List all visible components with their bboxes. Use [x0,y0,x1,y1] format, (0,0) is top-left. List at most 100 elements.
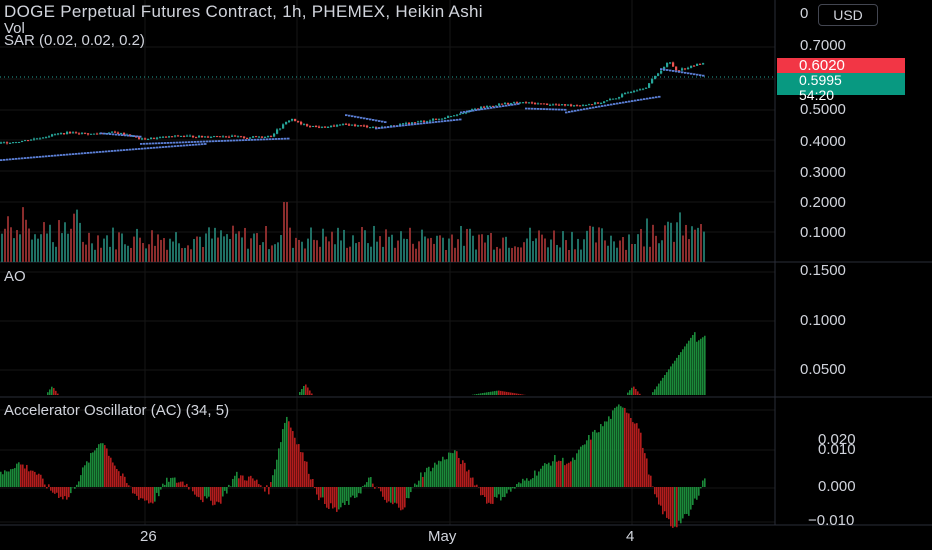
candle-body [3,142,6,144]
sar-dot [631,100,634,102]
volume-bar [520,247,522,262]
sar-dot [147,147,150,150]
chart-title[interactable]: DOGE Perpetual Futures Contract, 1h, PHE… [4,2,483,21]
ac-bar [242,475,244,487]
candle-body [285,121,288,125]
candle-body [225,136,228,138]
sar-dot [257,138,260,141]
sar-dot [75,152,78,155]
ac-bar [508,487,510,490]
volume-bar [643,246,645,262]
sar-dot [649,97,652,100]
ao-legend[interactable]: AO [4,268,26,285]
ac-legend[interactable]: Accelerator Oscillator (AC) (34, 5) [4,402,230,419]
sar-dot [66,153,69,156]
ac-bar [62,487,64,500]
ac-bar [460,464,462,487]
ao-bar [700,338,702,395]
candle-body [237,136,240,138]
candle-body [306,124,309,126]
sar-dot [543,108,546,110]
ao-bar [654,389,656,395]
candle-body [222,136,225,138]
sar-dot [360,116,363,119]
ac-bar [452,453,454,487]
ac-bar [326,487,328,508]
volume-bar [184,247,186,262]
volume-bar [469,228,471,262]
volume-bar [442,237,444,262]
candle-body [159,137,162,139]
sar-dot [534,107,537,110]
sar-dot [100,132,103,135]
ac-bar [128,485,130,487]
volume-bar [601,228,603,262]
ao-bar [674,360,676,395]
volume-bar [523,242,525,262]
sar-dot [146,142,149,145]
sar-dot [552,108,555,111]
currency-button[interactable]: USD [818,4,878,26]
ac-bar [434,462,436,487]
sar-legend[interactable]: SAR (0.02, 0.02, 0.2) [4,32,145,49]
ac-bar [656,487,658,498]
candle-body [72,132,75,134]
candle-body [345,123,348,125]
ac-bar [232,478,234,487]
ac-bar [432,467,434,487]
ac-bar [440,461,442,487]
ao-bar [690,337,692,395]
sar-dot [354,115,357,118]
ac-bar [106,448,108,487]
sar-dot [387,126,390,129]
sar-dot [580,108,583,111]
volume-bar [664,225,666,262]
ac-bar [430,471,432,487]
ac-bar [608,416,610,487]
sar-dot [357,116,360,119]
candle-body [90,133,93,135]
ac-bar [300,452,302,487]
candle-body [108,132,111,134]
candle-body [576,105,579,107]
volume-bar [16,230,18,262]
sar-dot [0,159,3,162]
candle-body [438,118,441,120]
ac-bar [596,432,598,487]
ac-bar [694,487,696,499]
candle-body [372,126,375,128]
ac-bar [152,487,154,504]
ac-bar [626,412,628,487]
sar-dot [619,102,622,104]
volume-bar [679,212,681,262]
ao-bar [660,380,662,395]
ac-bar [16,463,18,487]
candle-body [432,118,435,121]
ac-bar [502,487,504,498]
candle-body [543,103,546,105]
sar-dot [126,148,129,151]
volume-bar [370,246,372,262]
sar-dot [118,133,121,136]
ac-bar [680,487,682,524]
sar-dot [42,155,45,158]
volume-bar [229,238,231,262]
candle-body [162,136,165,138]
candle-body [240,136,243,138]
sar-dot [583,108,586,111]
ao-bar [652,392,654,395]
volume-bar [40,234,42,262]
candle-body [447,116,450,118]
volume-bar [406,238,408,262]
vol-legend[interactable]: Vol [4,20,25,37]
ao-bar [486,392,488,395]
ac-bar [274,469,276,487]
sar-dot [681,71,684,74]
ac-bar [240,475,242,487]
sar-dot [607,104,610,106]
ao-bar [678,355,680,395]
candle-body [681,68,684,71]
sar-dot [414,123,417,126]
ac-bar [194,487,196,495]
